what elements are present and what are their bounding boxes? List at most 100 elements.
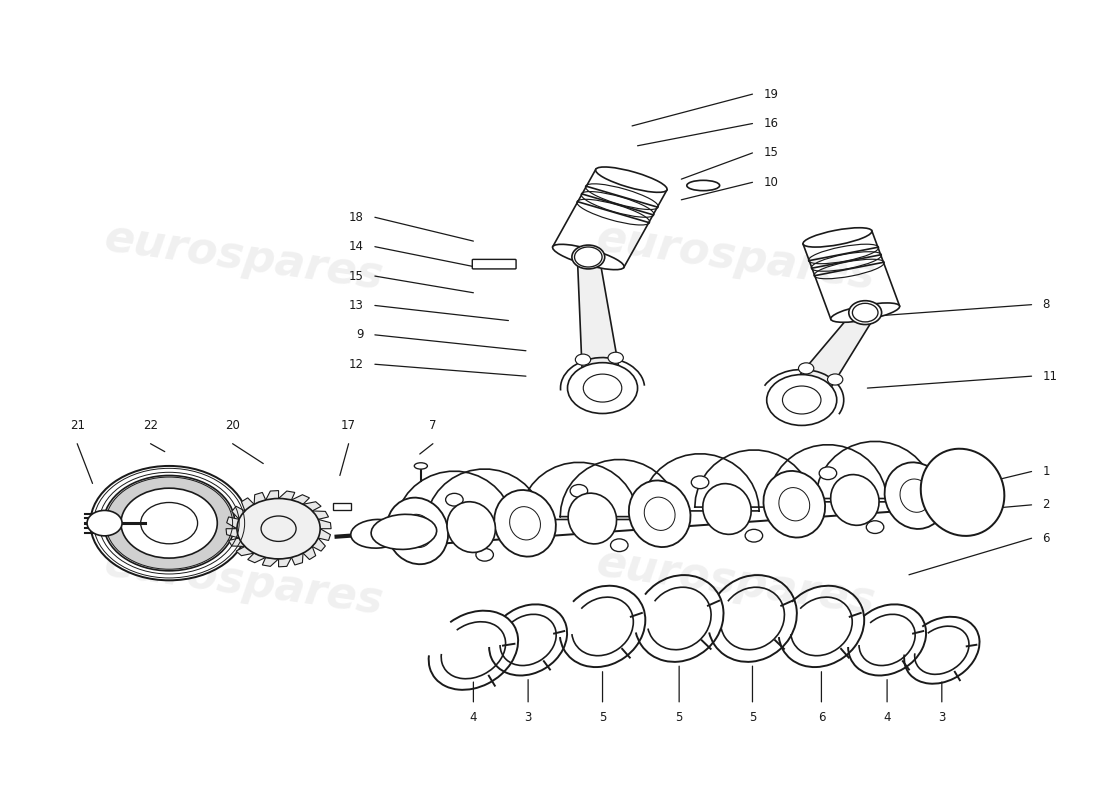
Circle shape	[121, 488, 218, 558]
Polygon shape	[395, 471, 514, 528]
Text: 14: 14	[349, 240, 364, 253]
Text: 15: 15	[349, 270, 364, 282]
Polygon shape	[226, 529, 239, 538]
Circle shape	[691, 476, 708, 489]
Circle shape	[568, 362, 638, 414]
Polygon shape	[241, 498, 254, 511]
Ellipse shape	[884, 462, 946, 529]
Polygon shape	[254, 493, 266, 504]
Text: eurospares: eurospares	[101, 216, 386, 298]
Polygon shape	[302, 546, 316, 559]
Ellipse shape	[803, 228, 872, 247]
Circle shape	[827, 374, 843, 385]
Circle shape	[610, 539, 628, 551]
Text: 9: 9	[356, 328, 364, 342]
Circle shape	[90, 466, 248, 580]
Text: 5: 5	[749, 711, 756, 725]
Polygon shape	[236, 546, 254, 556]
Ellipse shape	[351, 519, 404, 548]
Ellipse shape	[629, 481, 691, 547]
Polygon shape	[292, 553, 302, 565]
Polygon shape	[560, 460, 679, 517]
Text: 1: 1	[1043, 465, 1050, 478]
Text: 4: 4	[883, 711, 891, 725]
Polygon shape	[278, 491, 295, 500]
Text: 3: 3	[525, 711, 531, 725]
Circle shape	[745, 530, 762, 542]
Text: 6: 6	[1043, 532, 1050, 545]
Polygon shape	[695, 450, 813, 507]
Circle shape	[852, 303, 878, 322]
Polygon shape	[292, 494, 309, 504]
Ellipse shape	[686, 180, 719, 190]
Circle shape	[608, 352, 624, 363]
Ellipse shape	[921, 449, 1004, 536]
Polygon shape	[578, 256, 623, 390]
Text: 19: 19	[763, 88, 779, 101]
Polygon shape	[227, 517, 239, 529]
Text: 5: 5	[598, 711, 606, 725]
Text: 22: 22	[143, 418, 158, 432]
Circle shape	[799, 363, 814, 374]
Ellipse shape	[371, 514, 437, 550]
Circle shape	[570, 485, 587, 498]
Ellipse shape	[386, 498, 448, 564]
Polygon shape	[302, 502, 321, 511]
Circle shape	[820, 467, 837, 480]
Text: eurospares: eurospares	[594, 216, 879, 298]
Circle shape	[446, 494, 463, 506]
Text: 7: 7	[429, 418, 437, 432]
Circle shape	[476, 549, 494, 561]
Ellipse shape	[103, 475, 234, 571]
Polygon shape	[426, 469, 543, 526]
Circle shape	[236, 498, 320, 559]
Text: 21: 21	[69, 418, 85, 432]
Text: 4: 4	[470, 711, 477, 725]
Circle shape	[574, 247, 602, 267]
Polygon shape	[248, 553, 266, 562]
Polygon shape	[229, 538, 245, 546]
Polygon shape	[769, 445, 887, 502]
Ellipse shape	[595, 167, 667, 192]
Circle shape	[572, 245, 605, 269]
Ellipse shape	[830, 474, 879, 526]
Text: 15: 15	[763, 146, 779, 159]
Text: 13: 13	[349, 299, 364, 312]
Circle shape	[867, 521, 883, 534]
Ellipse shape	[552, 244, 624, 270]
Text: 8: 8	[1043, 298, 1049, 311]
Ellipse shape	[703, 484, 751, 534]
Text: eurospares: eurospares	[101, 542, 386, 623]
Text: 3: 3	[938, 711, 946, 725]
Polygon shape	[312, 538, 326, 551]
Polygon shape	[262, 558, 278, 566]
Circle shape	[767, 374, 837, 426]
Polygon shape	[318, 519, 331, 529]
Ellipse shape	[763, 471, 825, 538]
Polygon shape	[312, 511, 329, 519]
Text: 12: 12	[349, 358, 364, 370]
Text: 16: 16	[763, 117, 779, 130]
Ellipse shape	[415, 462, 428, 469]
Text: 6: 6	[817, 711, 825, 725]
Ellipse shape	[569, 493, 617, 544]
Text: 20: 20	[226, 418, 240, 432]
Polygon shape	[816, 442, 934, 498]
Ellipse shape	[447, 502, 495, 553]
Circle shape	[575, 354, 591, 366]
Text: 18: 18	[349, 210, 364, 224]
Text: 5: 5	[675, 711, 683, 725]
Circle shape	[87, 510, 122, 536]
Text: 10: 10	[763, 176, 779, 189]
Polygon shape	[266, 490, 278, 500]
FancyBboxPatch shape	[472, 259, 516, 269]
Polygon shape	[318, 529, 330, 541]
Circle shape	[849, 301, 881, 325]
Polygon shape	[641, 454, 759, 511]
Polygon shape	[278, 558, 292, 567]
Polygon shape	[784, 309, 874, 406]
Ellipse shape	[830, 303, 900, 322]
Text: 11: 11	[1043, 370, 1057, 382]
Polygon shape	[520, 462, 638, 519]
Text: eurospares: eurospares	[594, 542, 879, 623]
